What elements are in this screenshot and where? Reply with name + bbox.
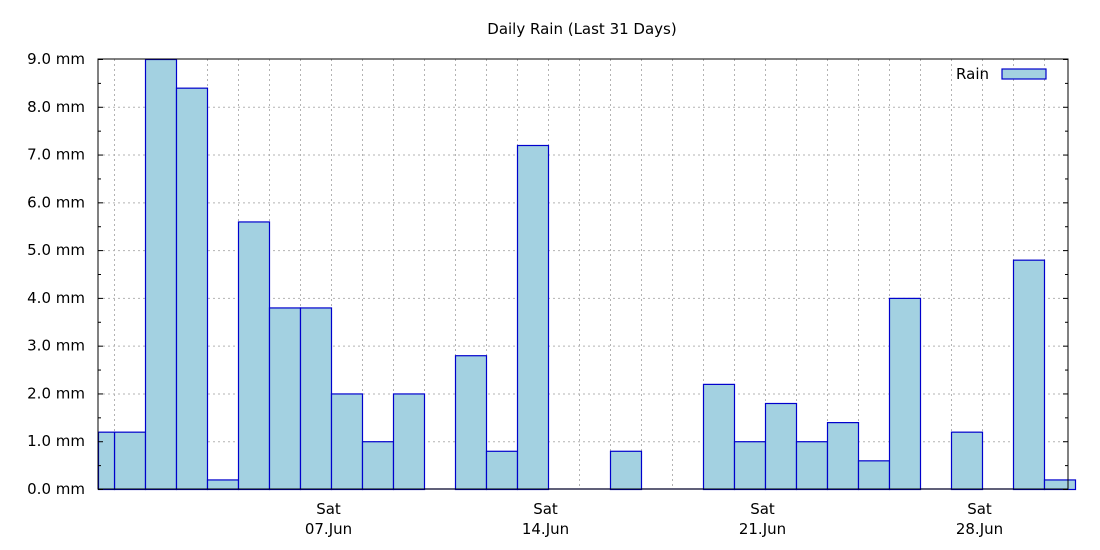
x-tick-weekday: Sat — [316, 500, 341, 518]
y-tick-label: 3.0 mm — [27, 337, 85, 355]
legend: Rain — [956, 65, 1047, 83]
y-tick-label: 2.0 mm — [27, 384, 85, 402]
y-tick-label: 1.0 mm — [27, 432, 85, 450]
rain-bar — [175, 87, 209, 491]
chart-title: Daily Rain (Last 31 Days) — [487, 20, 676, 38]
y-axis-ticks: 0.0 mm 1.0 mm 2.0 mm 3.0 mm 4.0 mm 5.0 mm 6.0 … — [27, 50, 1068, 498]
y-tick-label: 6.0 mm — [27, 193, 85, 211]
rain-bar — [1043, 479, 1077, 491]
rain-bar — [299, 307, 333, 491]
rain-bar — [113, 431, 147, 491]
rain-bar — [268, 307, 302, 491]
x-tick-weekday: Sat — [533, 500, 558, 518]
x-axis-ticks: Sat 07.Jun Sat 14.Jun Sat 21.Jun Sat 28.Jun — [305, 500, 1003, 538]
bar-series — [97, 58, 1077, 491]
y-tick-label: 8.0 mm — [27, 98, 85, 116]
y-tick-label: 5.0 mm — [27, 241, 85, 259]
rain-bar — [888, 297, 922, 491]
x-tick-date: 21.Jun — [739, 520, 786, 538]
rain-bar — [454, 355, 488, 491]
rain-bar — [950, 431, 984, 491]
rain-bar — [609, 450, 643, 491]
rain-bar-partial — [97, 431, 116, 491]
y-tick-label: 4.0 mm — [27, 289, 85, 307]
legend-swatch — [1001, 68, 1047, 80]
x-tick-date: 28.Jun — [956, 520, 1003, 538]
rain-bar — [144, 58, 178, 491]
x-tick-weekday: Sat — [750, 500, 775, 518]
rain-bar — [516, 144, 550, 491]
y-tick-label: 9.0 mm — [27, 50, 85, 68]
x-tick-date: 07.Jun — [305, 520, 352, 538]
plot-frame — [97, 58, 1069, 490]
rain-bar — [1012, 259, 1046, 491]
legend-label: Rain — [956, 65, 989, 83]
rain-bar — [857, 460, 891, 491]
rain-bar — [764, 402, 798, 491]
rain-bar — [826, 422, 860, 491]
rain-bar — [795, 441, 829, 491]
rain-bar — [237, 221, 271, 491]
x-tick-date: 14.Jun — [522, 520, 569, 538]
x-tick-weekday: Sat — [967, 500, 992, 518]
rain-bar — [485, 450, 519, 491]
y-tick-label: 0.0 mm — [27, 480, 85, 498]
rain-bar — [330, 393, 364, 491]
y-tick-label: 7.0 mm — [27, 146, 85, 164]
rain-bar — [702, 383, 736, 491]
rain-bar — [392, 393, 426, 491]
rain-bar — [733, 441, 767, 491]
rain-bar — [206, 479, 240, 491]
rain-bar — [361, 441, 395, 491]
